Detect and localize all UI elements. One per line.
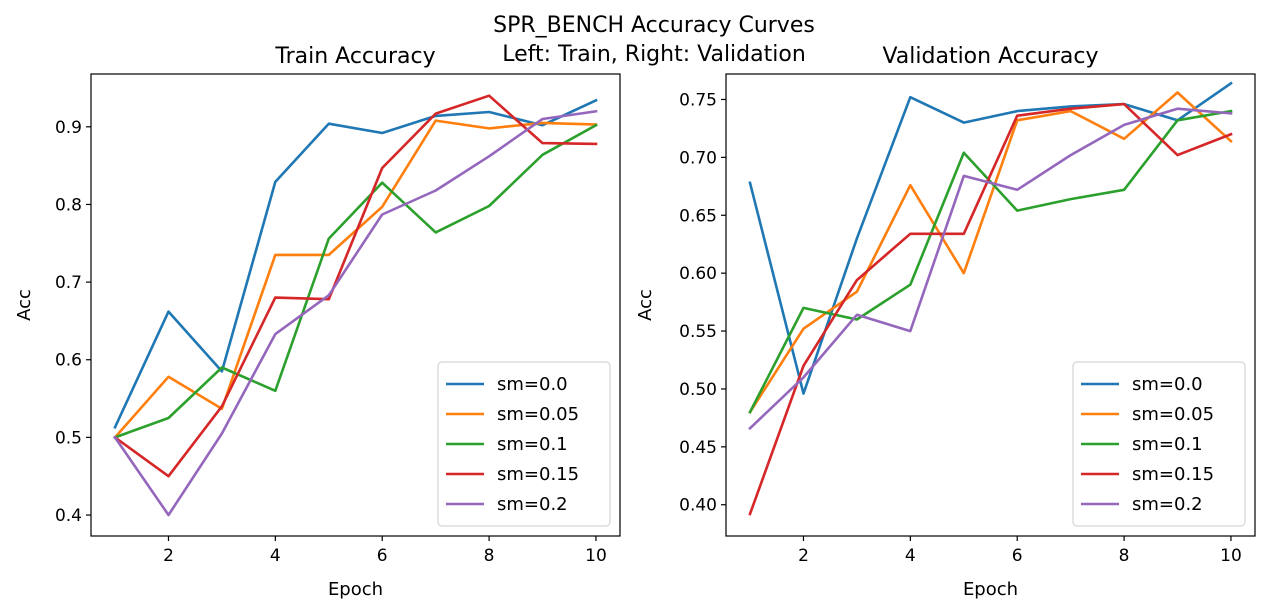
x-tick-label: 10 [585,546,607,566]
legend-entry: sm=0.05 [1132,404,1214,425]
legend-entry: sm=0.0 [497,374,568,395]
series-line-sm-0-2 [113,109,598,517]
series-line-sm-0-15 [748,102,1233,516]
y-tick-label: 0.75 [679,90,717,110]
figure-suptitle-line1: SPR_BENCH Accuracy Curves [493,13,815,38]
x-tick-label: 6 [377,546,388,566]
legend-box [437,361,611,527]
legend-entry: sm=0.1 [1132,434,1203,455]
y-tick-label: 0.8 [55,195,82,215]
panel-title: Train Accuracy [274,44,435,69]
legend-entry: sm=0.1 [497,434,568,455]
y-tick-label: 0.4 [55,506,82,526]
series-line-sm-0-0 [748,81,1233,395]
y-tick-label: 0.60 [679,264,717,284]
y-axis-label: Acc [635,289,656,321]
x-axis-label: Epoch [328,579,383,600]
x-tick-label: 10 [1220,546,1242,566]
x-axis-label: Epoch [963,579,1018,600]
y-tick-label: 0.50 [679,380,717,400]
y-tick-label: 0.40 [679,496,717,516]
x-tick-label: 2 [798,546,809,566]
y-tick-label: 0.70 [679,148,717,168]
series-line-sm-0-15 [113,94,598,478]
axes-frame [90,73,621,537]
legend-entry: sm=0.0 [1132,374,1203,395]
figure-suptitle-line2: Left: Train, Right: Validation [502,42,806,67]
y-tick-label: 0.45 [679,438,717,458]
y-tick-label: 0.65 [679,206,717,226]
axes-frame [725,73,1256,537]
legend-entry: sm=0.15 [1132,464,1214,485]
legend-entry: sm=0.2 [1132,494,1203,515]
y-tick-label: 0.7 [55,273,82,293]
y-tick-label: 0.6 [55,351,82,371]
x-tick-label: 4 [270,546,281,566]
legend-entry: sm=0.2 [497,494,568,515]
y-tick-label: 0.55 [679,322,717,342]
x-tick-label: 8 [1119,546,1130,566]
series-line-sm-0-2 [748,107,1233,431]
legend-entry: sm=0.05 [497,404,579,425]
x-tick-label: 4 [905,546,916,566]
legend-entry: sm=0.15 [497,464,579,485]
x-tick-label: 2 [163,546,174,566]
validation-accuracy-panel: 2 4 6 8 10 0.40 0.45 0.50 0.55 0.60 0.65 0.70 0.75 Va… [635,44,1256,600]
legend: sm=0.0 sm=0.05 sm=0.1 sm=0.15 sm=0.2 [437,361,611,527]
legend-box [1072,361,1246,527]
series-line-sm-0-1 [113,123,598,440]
legend: sm=0.0 sm=0.05 sm=0.1 sm=0.15 sm=0.2 [1072,361,1246,527]
x-tick-label: 6 [1012,546,1023,566]
y-axis-label: Acc [14,289,35,321]
train-accuracy-panel: 2 4 6 8 10 0.4 0.5 0.6 0.7 0.8 0.9 Train Accuracy Ep… [14,44,621,600]
x-tick-label: 8 [484,546,495,566]
y-tick-label: 0.9 [55,118,82,138]
y-tick-label: 0.5 [55,428,82,448]
panel-title: Validation Accuracy [882,44,1098,69]
